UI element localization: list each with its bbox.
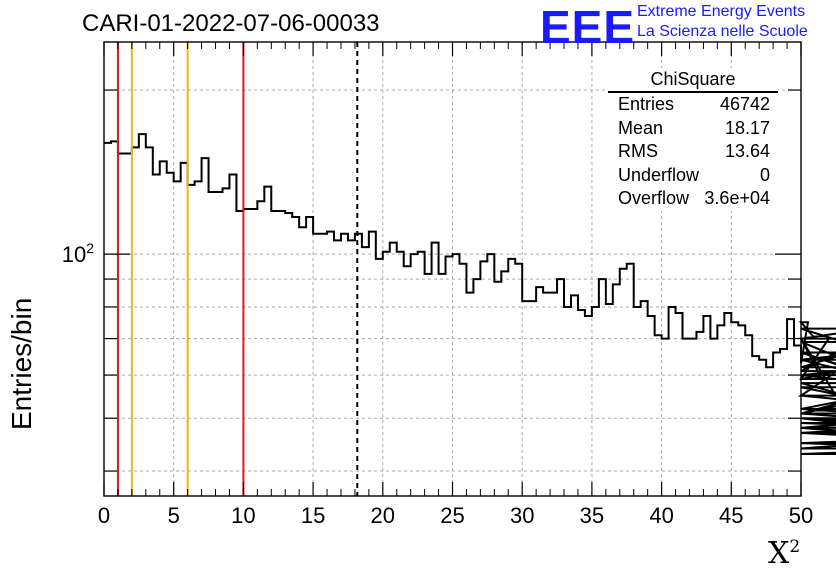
x-tick-label: 30 (510, 503, 534, 528)
logo-subtitle-line1: Extreme Energy Events (637, 3, 806, 20)
y-tick-label: 102 (62, 240, 94, 267)
y-tick-label-exponent: 2 (86, 240, 94, 256)
x-tick-label: 35 (580, 503, 604, 528)
x-tick-label: 15 (301, 503, 325, 528)
x-tick-label: 50 (789, 503, 813, 528)
stats-row-mean: Mean 18.17 (618, 117, 770, 138)
marker-lines (116, 42, 359, 496)
stats-row-overflow: Overflow 3.6e+04 (618, 188, 770, 208)
grid-lines (104, 42, 801, 496)
x-tick-labels: 0 5 10 15 20 25 30 35 40 45 50 (98, 503, 813, 528)
stats-row-rms: RMS 13.64 (618, 141, 770, 161)
x-axis-label: X2 (768, 536, 801, 571)
stats-title: ChiSquare (608, 68, 778, 93)
stats-row-entries: Entries 46742 (618, 94, 770, 114)
eee-logo: EEE (540, 1, 636, 53)
x-tick-label: 45 (719, 503, 743, 528)
histogram (104, 133, 836, 455)
y-tick-label-base: 10 (62, 242, 86, 267)
logo-subtitle-line2: La Scienza nelle Scuole (637, 23, 808, 40)
x-tick-label: 20 (371, 503, 395, 528)
x-tick-label: 5 (168, 503, 180, 528)
stats-box: ChiSquare Entries 46742 Mean 18.17 RMS 1… (608, 68, 778, 211)
x-tick-label: 40 (649, 503, 673, 528)
histogram-steps (104, 133, 836, 455)
x-tick-label: 25 (440, 503, 464, 528)
y-axis-label: Entries/bin (6, 297, 37, 430)
stats-row-underflow: Underflow 0 (618, 164, 770, 185)
x-tick-label: 10 (231, 503, 255, 528)
x-tick-label: 0 (98, 503, 110, 528)
chart-title: CARI-01-2022-07-06-00033 (82, 10, 380, 37)
axis-ticks (103, 42, 802, 496)
